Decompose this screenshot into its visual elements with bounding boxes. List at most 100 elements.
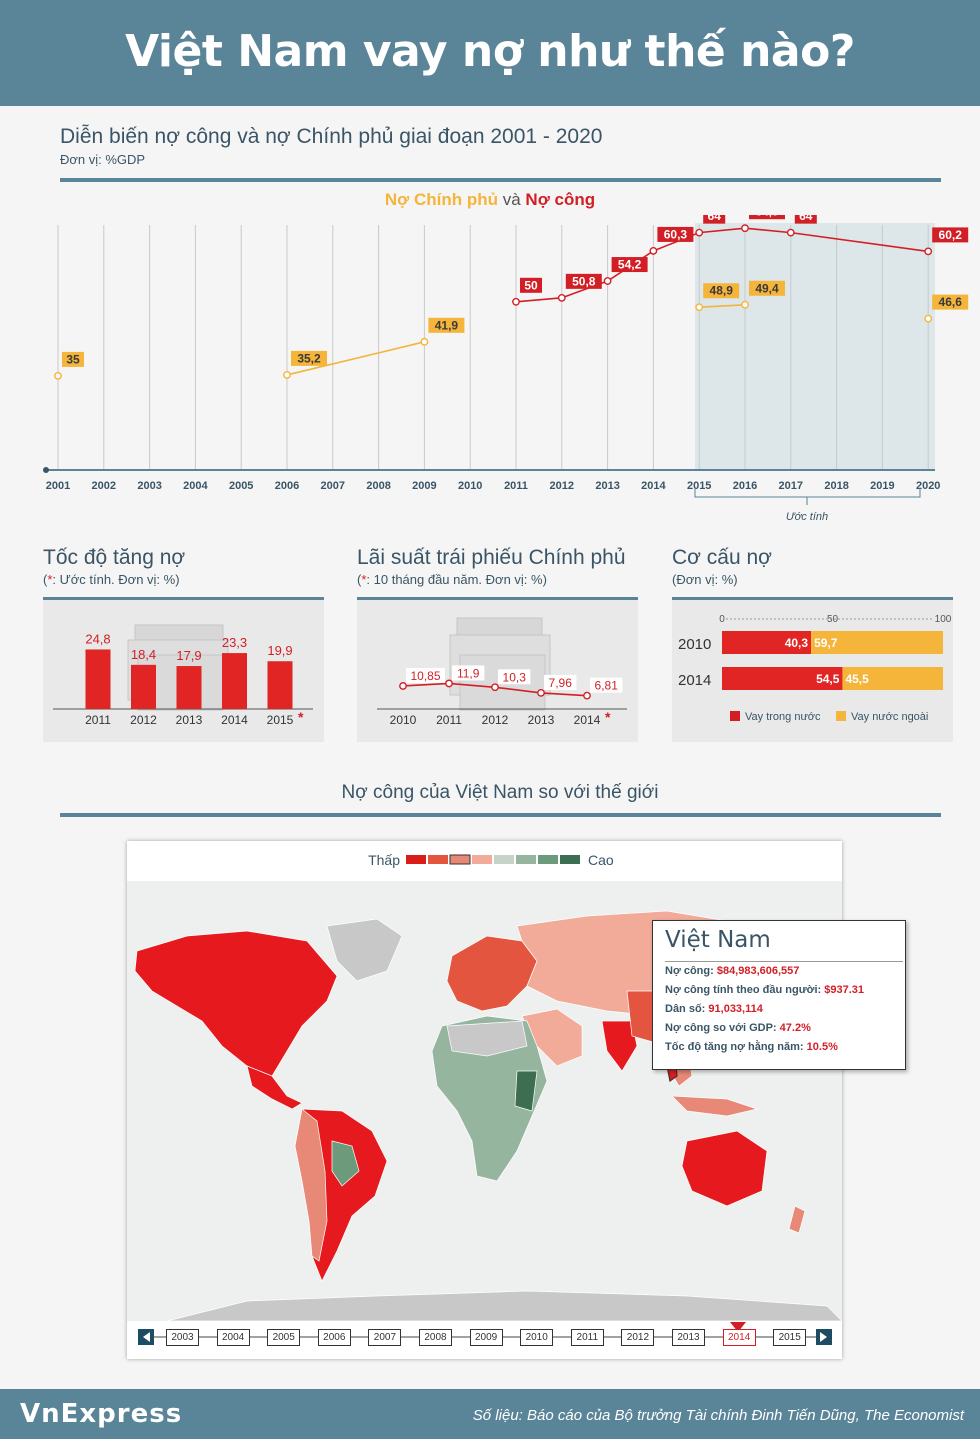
data-point bbox=[54, 371, 62, 380]
stacked-bars: 0 50 100 2010 40,3 59,7 2014 54,5 45,5 bbox=[678, 614, 952, 690]
segment-value-label: 59,7 bbox=[814, 636, 838, 650]
timeline-year-2004[interactable]: 2004 bbox=[216, 1329, 250, 1346]
estimate-bracket bbox=[694, 488, 921, 505]
x-tick-label: 50 bbox=[827, 614, 839, 625]
south-america-west bbox=[294, 1108, 328, 1262]
timeline-year-2011[interactable]: 2011 bbox=[570, 1329, 604, 1346]
stacked-bar-segment bbox=[722, 667, 843, 690]
prev-arrow-icon bbox=[143, 1332, 150, 1342]
growth-title: Tốc độ tăng nợ bbox=[43, 546, 186, 569]
data-point bbox=[399, 682, 407, 690]
page-footer: VnExpress Số liệu: Báo cáo của Bộ trưởng… bbox=[0, 1389, 980, 1439]
map-legend-scale bbox=[406, 854, 580, 865]
section-divider bbox=[43, 597, 324, 600]
legend-public-debt: Nợ công bbox=[525, 190, 596, 209]
data-point bbox=[283, 371, 291, 379]
vnexpress-logo: VnExpress bbox=[20, 1399, 183, 1429]
series-line bbox=[699, 303, 746, 309]
tooltip-divider bbox=[665, 961, 903, 962]
timeline-year-2010[interactable]: 2010 bbox=[520, 1329, 554, 1346]
x-tick-label: 2013 bbox=[528, 713, 555, 727]
data-point bbox=[649, 247, 658, 255]
antarctica bbox=[166, 1290, 842, 1322]
africa-north bbox=[446, 1020, 528, 1057]
data-label-box bbox=[657, 226, 694, 242]
section-divider bbox=[60, 813, 941, 817]
data-label-box bbox=[611, 257, 648, 273]
world-map: Thấp Cao bbox=[127, 852, 842, 1345]
data-point bbox=[445, 679, 453, 688]
data-point bbox=[695, 228, 704, 237]
tooltip-title: Việt Nam bbox=[665, 927, 771, 953]
data-label: 35,2 bbox=[297, 351, 321, 365]
tooltip-value: $937.31 bbox=[824, 984, 865, 996]
series-line bbox=[286, 341, 425, 376]
x-tick-label: 2012 bbox=[550, 480, 574, 492]
data-point bbox=[491, 683, 499, 692]
timeline-year-2009[interactable]: 2009 bbox=[469, 1329, 503, 1346]
timeline-year-2012[interactable]: 2012 bbox=[621, 1329, 655, 1346]
x-tick-label: 2017 bbox=[779, 480, 803, 492]
timeline-year-2008[interactable]: 2008 bbox=[419, 1329, 452, 1346]
data-point bbox=[786, 228, 795, 237]
x-tick-label: 2004 bbox=[183, 480, 208, 492]
data-point bbox=[924, 247, 933, 256]
growth-chart: 24,8 2011 18,4 2012 17,9 2013 23,3 2014 19,9 2015… bbox=[53, 624, 313, 727]
timeline-year-2015[interactable]: 2015 bbox=[773, 1329, 807, 1346]
data-label: 10,3 bbox=[503, 670, 527, 684]
x-tick-label: 2019 bbox=[870, 480, 894, 492]
central-america bbox=[246, 1065, 303, 1110]
tooltip-label: Dân số: bbox=[665, 1003, 709, 1015]
bond-chart: 10,85 2010 11,9 2011 10,3 2012 7,96 2013 6,81 201… bbox=[377, 617, 627, 727]
structure-note: (Đơn vị: %) bbox=[672, 572, 738, 587]
tooltip-row-population: Dân số: 91,033,114 bbox=[665, 1003, 763, 1015]
data-label: 60,3 bbox=[664, 227, 688, 241]
legend-foreign-swatch bbox=[836, 711, 846, 721]
data-label-box bbox=[428, 317, 465, 333]
stacked-bar-segment bbox=[811, 631, 943, 654]
timeline-year-2007[interactable]: 2007 bbox=[368, 1329, 402, 1346]
x-axis-labels: 2001 2002 2003 2004 2005 2006 2007 2008 2009 2010… bbox=[46, 480, 941, 492]
data-label: 46,6 bbox=[939, 295, 963, 309]
estimate-star: * bbox=[605, 709, 611, 725]
timeline-year-2013[interactable]: 2013 bbox=[672, 1329, 705, 1346]
timeline-year-2014[interactable]: 2014 bbox=[722, 1329, 756, 1346]
x-tick-label: 2001 bbox=[46, 480, 70, 492]
data-label-box bbox=[520, 277, 542, 293]
x-tick-label: 2014 bbox=[641, 480, 666, 492]
tooltip-row-debt-gdp: Nợ công so với GDP: 47.2% bbox=[665, 1022, 811, 1034]
data-label-box bbox=[749, 280, 785, 296]
bar bbox=[85, 649, 111, 709]
indonesia bbox=[671, 1095, 759, 1117]
data-label: 48,9 bbox=[710, 284, 734, 298]
africa-east bbox=[514, 1070, 538, 1112]
timeline-year-2006[interactable]: 2006 bbox=[317, 1329, 351, 1346]
bars: 24,8 2011 18,4 2012 17,9 2013 23,3 2014 19,9 2015… bbox=[53, 631, 313, 727]
data-point bbox=[741, 224, 749, 233]
bar bbox=[222, 653, 247, 709]
data-point bbox=[420, 337, 429, 346]
tooltip-value: 47.2% bbox=[779, 1022, 811, 1034]
page-title: Việt Nam vay nợ như thế nào? bbox=[125, 26, 855, 77]
africa bbox=[431, 1015, 548, 1182]
estimate-band bbox=[695, 223, 935, 470]
estimate-star: * bbox=[298, 709, 304, 725]
x-tick-label: 2011 bbox=[504, 480, 528, 492]
timeline-year-2005[interactable]: 2005 bbox=[267, 1329, 301, 1346]
growth-note-star: * bbox=[47, 572, 53, 587]
x-tick-label: 2007 bbox=[321, 480, 345, 492]
x-tick-label: 2018 bbox=[824, 480, 848, 492]
data-label-box bbox=[703, 215, 726, 224]
x-tick-label: 2012 bbox=[482, 713, 509, 727]
greenland bbox=[326, 918, 403, 982]
tooltip-value: $84,983,606,557 bbox=[716, 965, 800, 977]
estimate-label: Ước tính bbox=[786, 511, 828, 523]
x-axis-origin bbox=[43, 467, 49, 473]
timeline-year-2003[interactable]: 2003 bbox=[166, 1329, 199, 1346]
page-header: Việt Nam vay nợ như thế nào? bbox=[0, 0, 980, 106]
x-tick-label: 2015 bbox=[687, 480, 711, 492]
selected-year-marker bbox=[730, 1322, 746, 1332]
data-label-box bbox=[406, 667, 445, 683]
bar-value-label: 18,4 bbox=[131, 647, 156, 662]
x-tick-label: 2002 bbox=[92, 480, 116, 492]
